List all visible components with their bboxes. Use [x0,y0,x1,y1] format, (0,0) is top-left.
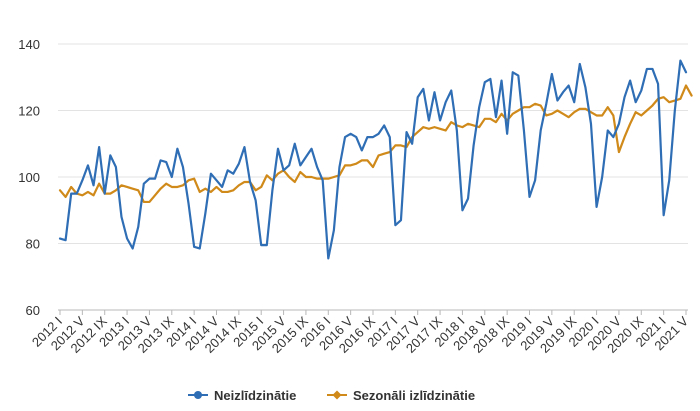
legend-label-unadjusted: Neizlīdzinātie [214,388,296,403]
legend-marker-unadjusted [194,391,202,399]
legend-item-seasonally-adjusted[interactable]: Sezonāli izlīdzinātie [327,388,475,403]
series-line-seasonally-adjusted[interactable] [58,84,693,204]
series-lines [58,59,693,260]
legend-item-unadjusted[interactable]: Neizlīdzinātie [188,388,296,403]
y-tick-label: 80 [26,237,40,252]
grid-lines [58,43,688,244]
legend-label-seasonally-adjusted: Sezonāli izlīdzinātie [353,388,475,403]
y-tick-label: 120 [18,104,40,119]
series-line-unadjusted[interactable] [58,59,688,260]
y-tick-label: 100 [18,170,40,185]
y-tick-label: 140 [18,37,40,52]
legend-marker-seasonally-adjusted [332,390,342,400]
y-axis-ticks: 60 80 100 120 140 [18,37,40,318]
y-tick-label: 60 [26,303,40,318]
legend: Neizlīdzinātie Sezonāli izlīdzinātie [188,388,475,403]
